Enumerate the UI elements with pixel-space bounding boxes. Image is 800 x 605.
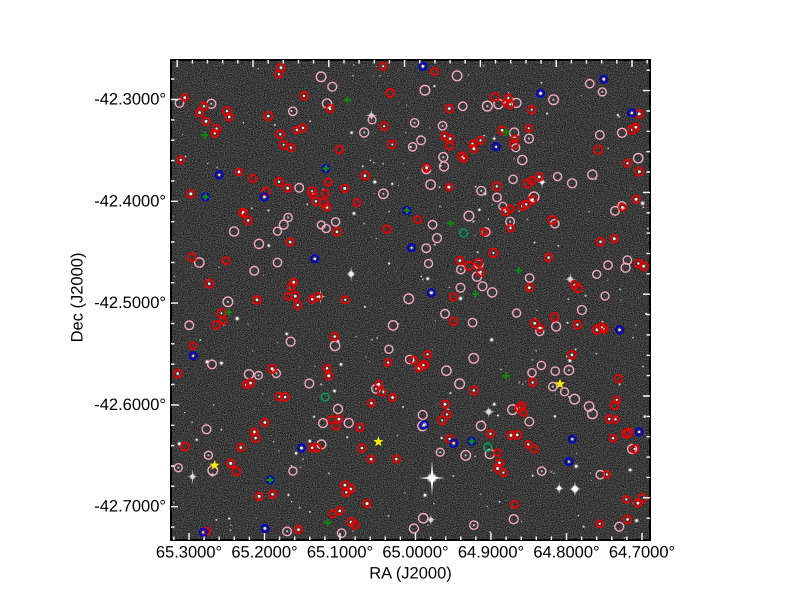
svg-text:64.8000°: 64.8000°	[533, 544, 599, 562]
svg-text:RA (J2000): RA (J2000)	[369, 565, 452, 583]
svg-text:-42.5000°: -42.5000°	[94, 294, 166, 312]
svg-text:65.0000°: 65.0000°	[382, 544, 448, 562]
svg-text:65.1000°: 65.1000°	[307, 544, 373, 562]
svg-text:64.9000°: 64.9000°	[458, 544, 524, 562]
svg-text:65.2000°: 65.2000°	[231, 544, 297, 562]
svg-text:65.3000°: 65.3000°	[156, 544, 222, 562]
svg-text:-42.7000°: -42.7000°	[94, 498, 166, 516]
svg-text:-42.6000°: -42.6000°	[94, 396, 166, 414]
svg-text:Dec (J2000): Dec (J2000)	[69, 253, 87, 343]
svg-text:-42.3000°: -42.3000°	[94, 91, 166, 109]
svg-text:-42.4000°: -42.4000°	[94, 192, 166, 210]
svg-text:64.7000°: 64.7000°	[609, 544, 675, 562]
